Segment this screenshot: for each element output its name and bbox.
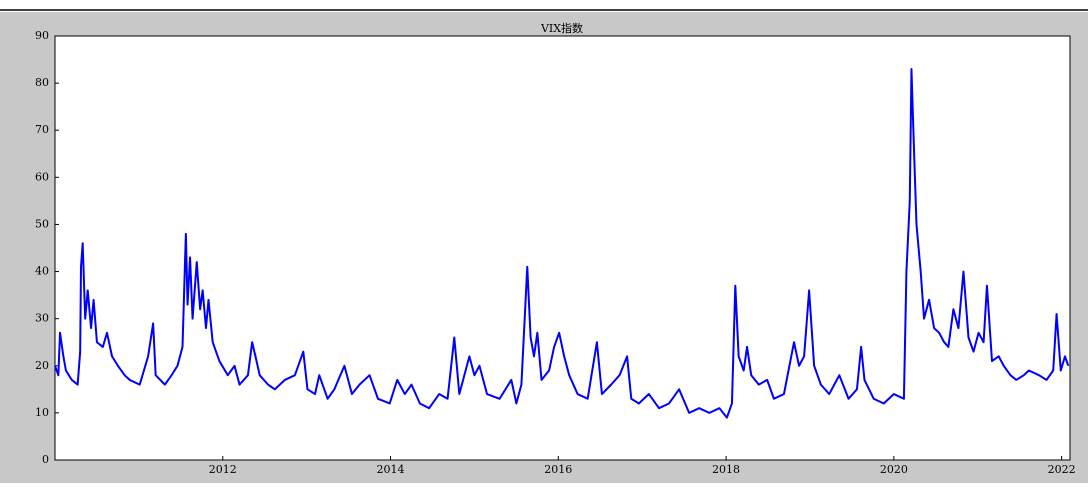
x-tick-label: 2014 — [377, 463, 405, 476]
y-tick-label: 50 — [35, 217, 49, 230]
y-tick-label: 20 — [35, 359, 49, 372]
y-tick-label: 40 — [35, 265, 49, 278]
x-tick-label: 2022 — [1048, 463, 1076, 476]
x-tick-label: 2012 — [209, 463, 237, 476]
x-tick-label: 2018 — [712, 463, 740, 476]
chart-title: VIX指数 — [540, 21, 583, 35]
plot-area — [54, 35, 1071, 461]
y-tick-label: 0 — [42, 453, 49, 466]
x-tick-label: 2020 — [880, 463, 908, 476]
y-tick-label: 90 — [35, 29, 49, 42]
y-tick-label: 80 — [35, 76, 49, 89]
line-series — [54, 67, 1070, 419]
y-tick-label: 70 — [35, 123, 49, 136]
y-tick-label: 10 — [35, 406, 49, 419]
x-tick-label: 2016 — [544, 463, 572, 476]
y-tick-label: 60 — [35, 170, 49, 183]
y-tick-label: 30 — [35, 312, 49, 325]
